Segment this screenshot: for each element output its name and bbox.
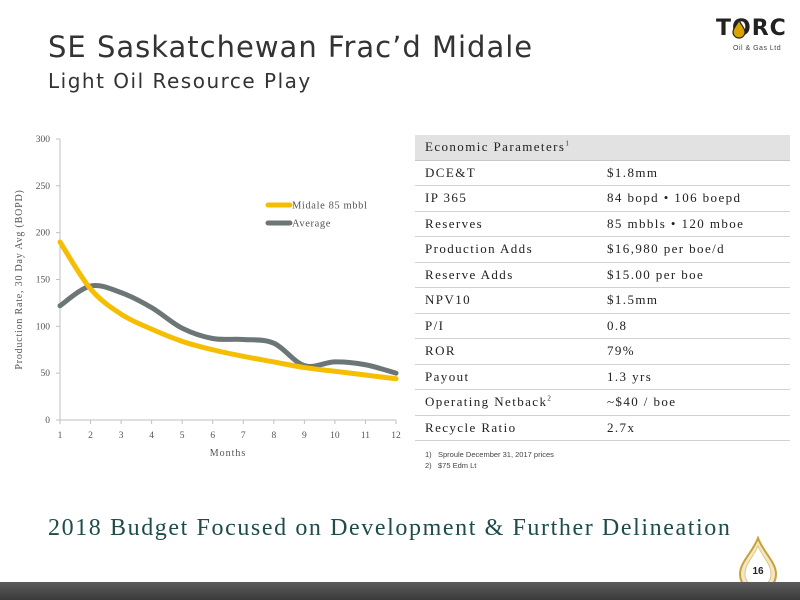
footnote-text: Sproule December 31, 2017 prices (438, 450, 554, 459)
x-tick-label: 7 (241, 431, 246, 441)
param-label-text: ROR (425, 343, 456, 359)
x-tick-label: 9 (302, 431, 307, 441)
y-axis-title: Production Rate, 30 Day Avg (BOPD) (14, 189, 25, 369)
param-label-text: P/I (425, 317, 445, 333)
param-label: NPV10 (415, 287, 597, 314)
param-label: Production Adds (415, 236, 597, 263)
economic-parameters-table: Economic Parameters1 DCE&T $1.8mm IP 365 84… (415, 135, 790, 441)
param-label: Payout (415, 364, 597, 390)
table-header-cell: Economic Parameters1 (415, 135, 790, 161)
param-label: P/I (415, 313, 597, 339)
y-tick-label: 200 (36, 229, 51, 239)
table-row: NPV10 $1.5mm (415, 287, 790, 314)
param-label-text: Reserves (425, 215, 484, 231)
logo-name: TORC (716, 16, 787, 41)
footnote-number: 1) (425, 450, 432, 459)
budget-headline: 2018 Budget Focused on Development & Fur… (48, 515, 732, 541)
footnote-number: 2) (425, 461, 432, 470)
param-label-text: Payout (425, 368, 470, 384)
param-value: ~$40 / boe (597, 389, 790, 416)
param-value: 79% (597, 338, 790, 365)
table-row: IP 365 84 bopd • 106 boepd (415, 185, 790, 212)
series-line-average (57, 283, 399, 376)
param-value: 84 bopd • 106 boepd (597, 185, 790, 212)
table-header-label: Economic Parameters (425, 139, 566, 155)
param-label: Recycle Ratio (415, 415, 597, 441)
param-label-text: Production Adds (425, 241, 534, 257)
param-value: 2.7x (597, 415, 790, 441)
oil-drop-icon (732, 19, 746, 39)
table-row: P/I 0.8 (415, 313, 790, 339)
footer-bar (0, 582, 800, 600)
param-label: ROR (415, 338, 597, 365)
footnote-text: $75 Edm Lt (438, 461, 477, 470)
param-label-text: NPV10 (425, 292, 472, 308)
table-row: Reserve Adds $15.00 per boe (415, 262, 790, 288)
x-tick-label: 4 (149, 431, 154, 441)
table-row: Production Adds $16,980 per boe/d (415, 236, 790, 263)
param-label-text: DCE&T (425, 164, 477, 180)
x-tick-label: 11 (361, 431, 370, 441)
legend-label: Midale 85 mbbl (292, 201, 367, 212)
series-line-midale-85-mbbl (57, 239, 399, 382)
x-tick-label: 3 (119, 431, 124, 441)
param-label: IP 365 (415, 185, 597, 212)
table-row: DCE&T $1.8mm (415, 160, 790, 186)
table-row: Recycle Ratio 2.7x (415, 415, 790, 441)
x-tick-label: 2 (88, 431, 93, 441)
page-number: 16 (752, 566, 764, 577)
param-value: $1.8mm (597, 160, 790, 186)
x-axis-title: Months (210, 448, 247, 459)
table-row: ROR 79% (415, 338, 790, 365)
param-label: Operating Netback2 (415, 389, 597, 416)
y-tick-label: 100 (36, 322, 51, 332)
x-tick-label: 1 (58, 431, 63, 441)
x-tick-label: 6 (210, 431, 215, 441)
param-value: 0.8 (597, 313, 790, 339)
slide-title: SE Saskatchewan Frac’d Midale (48, 30, 534, 64)
param-label: Reserve Adds (415, 262, 597, 288)
param-value: 1.3 yrs (597, 364, 790, 390)
table-row: Operating Netback2 ~$40 / boe (415, 389, 790, 416)
table-header-row: Economic Parameters1 (415, 135, 790, 161)
param-label-text: IP 365 (425, 190, 468, 206)
y-tick-label: 250 (36, 182, 51, 192)
param-value: $1.5mm (597, 287, 790, 314)
x-tick-label: 8 (271, 431, 276, 441)
y-tick-label: 50 (41, 369, 51, 379)
param-label: DCE&T (415, 160, 597, 186)
param-label: Reserves (415, 211, 597, 237)
legend-label: Average (292, 219, 331, 230)
x-tick-label: 10 (330, 431, 340, 441)
table-row: Reserves 85 mbbls • 120 mboe (415, 211, 790, 237)
y-tick-label: 300 (36, 135, 51, 145)
param-footnote: 2 (547, 394, 553, 403)
x-tick-label: 5 (180, 431, 185, 441)
logo-tagline: Oil & Gas Ltd (733, 45, 782, 52)
table-header-footnote: 1 (565, 139, 571, 148)
param-label-text: Operating Netback (425, 394, 548, 410)
y-tick-label: 150 (36, 276, 51, 286)
param-value: $15.00 per boe (597, 262, 790, 288)
slide-subtitle: Light Oil Resource Play (48, 69, 312, 93)
param-label-text: Recycle Ratio (425, 419, 517, 435)
footnote-item: 1) Sproule December 31, 2017 prices (425, 449, 554, 460)
param-value: 85 mbbls • 120 mboe (597, 211, 790, 237)
footnotes: 1) Sproule December 31, 2017 prices 2) $75 … (425, 449, 554, 471)
footnote-item: 2) $75 Edm Lt (425, 460, 554, 471)
company-logo: TORC Oil & Gas Ltd (700, 16, 790, 56)
table-row: Payout 1.3 yrs (415, 364, 790, 390)
param-label-text: Reserve Adds (425, 266, 514, 282)
param-value: $16,980 per boe/d (597, 236, 790, 263)
y-tick-label: 0 (45, 416, 50, 426)
x-tick-label: 12 (391, 431, 401, 441)
